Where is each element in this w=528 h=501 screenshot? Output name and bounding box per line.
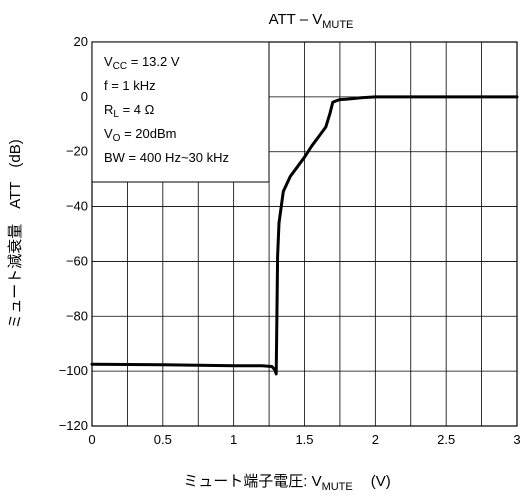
y-tick-label: −120: [59, 418, 88, 433]
y-axis-tick-labels: −120 −100 −80 −60 −40 −20 0 20: [59, 34, 88, 433]
y-tick-label: 20: [74, 34, 88, 49]
x-tick-label: 1.5: [295, 432, 313, 447]
y-tick-label: −20: [66, 144, 88, 159]
x-tick-label: 0: [88, 432, 95, 447]
y-tick-label: −100: [59, 363, 88, 378]
y-tick-label: −80: [66, 308, 88, 323]
condition-line: VO = 20dBm: [104, 126, 176, 144]
conditions-box: VCC = 13.2 V f = 1 kHz RL = 4 Ω VO = 20dBm B…: [91, 41, 270, 183]
condition-line: BW = 400 Hz~30 kHz: [104, 150, 229, 165]
chart-title: ATT – VMUTE: [269, 11, 354, 31]
y-tick-label: −60: [66, 253, 88, 268]
x-axis-label: ミュート端子電圧: VMUTE (V): [183, 473, 391, 493]
x-tick-label: 2.5: [437, 432, 455, 447]
x-tick-label: 0.5: [154, 432, 172, 447]
y-tick-label: −40: [66, 199, 88, 214]
series-line-att: [90, 95, 519, 376]
y-tick-label: 0: [81, 89, 88, 104]
conditions-box-frame: [91, 41, 270, 183]
plot-frame: [91, 41, 518, 427]
x-axis-tick-labels: 0 0.5 1 1.5 2 2.5 3: [88, 432, 520, 447]
y-axis-label: ミュート減衰量 ATT(dB): [7, 139, 24, 329]
plot-grid: [92, 42, 517, 426]
condition-line: f = 1 kHz: [104, 78, 156, 93]
condition-line: VCC = 13.2 V: [104, 54, 180, 72]
x-tick-label: 2: [372, 432, 379, 447]
x-tick-label: 3: [513, 432, 520, 447]
x-tick-label: 1: [230, 432, 237, 447]
condition-line: RL = 4 Ω: [104, 102, 155, 120]
